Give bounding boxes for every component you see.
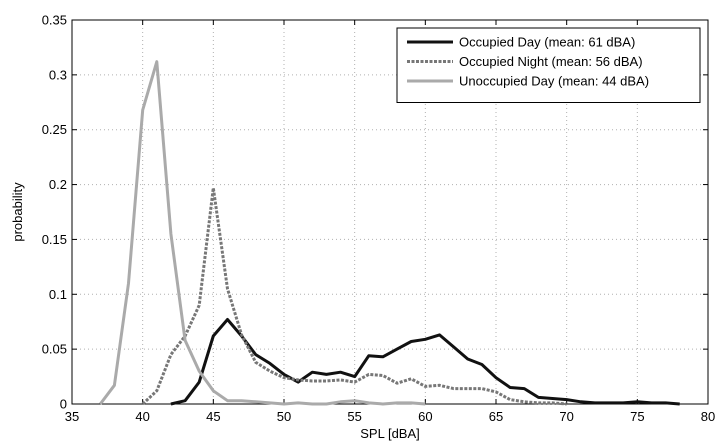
y-tick-label: 0.3	[49, 67, 67, 82]
x-tick-label: 75	[630, 409, 644, 424]
legend: Occupied Day (mean: 61 dBA) Occupied Nigh…	[396, 27, 701, 103]
legend-box	[396, 27, 701, 103]
y-tick-label: 0.15	[42, 232, 67, 247]
legend-label: Occupied Day (mean: 61 dBA)	[459, 35, 635, 50]
x-tick-label: 70	[559, 409, 573, 424]
x-tick-label: 35	[65, 409, 79, 424]
legend-label: Unoccupied Day (mean: 44 dBA)	[459, 74, 649, 89]
series-layer	[99, 60, 680, 406]
axis-ticks	[71, 19, 709, 405]
axis-tick-labels: 35 40 45 50 55 60 65 70 75 80 0 0.05 0.1 0.15 0.2 0.25 0…	[42, 13, 716, 425]
y-tick-label: 0.1	[49, 287, 67, 302]
series-line-1	[170, 318, 680, 406]
series-line-2	[141, 186, 567, 406]
y-axis-label: probability	[10, 182, 25, 242]
x-tick-label: 50	[277, 409, 291, 424]
x-tick-label: 60	[418, 409, 432, 424]
x-tick-label: 65	[489, 409, 503, 424]
legend-label: Occupied Night (mean: 56 dBA)	[459, 54, 643, 69]
y-tick-label: 0.25	[42, 122, 67, 137]
x-tick-label: 45	[206, 409, 220, 424]
y-tick-label: 0	[60, 397, 67, 412]
y-tick-label: 0.05	[42, 342, 67, 357]
y-tick-label: 0.2	[49, 177, 67, 192]
y-tick-label: 0.35	[42, 13, 67, 28]
x-axis-label: SPL [dBA]	[360, 426, 420, 441]
x-tick-label: 80	[701, 409, 715, 424]
x-tick-label: 40	[135, 409, 149, 424]
x-tick-label: 55	[347, 409, 361, 424]
series-line-3	[99, 60, 426, 406]
